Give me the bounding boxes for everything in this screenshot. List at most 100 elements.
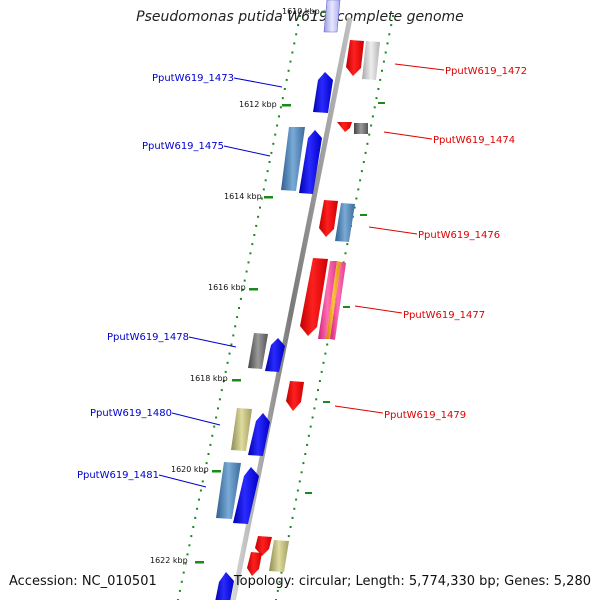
track-guide-dot bbox=[302, 462, 305, 465]
track-guide-dot bbox=[296, 489, 299, 492]
gene-feature[interactable] bbox=[318, 261, 337, 339]
track-guide-dot bbox=[293, 507, 296, 510]
track-guide-dot bbox=[201, 480, 204, 483]
track-guide-dot bbox=[192, 526, 195, 528]
track-guide-dot bbox=[287, 69, 290, 72]
label-leader bbox=[383, 131, 433, 140]
label-leader bbox=[223, 145, 271, 157]
track-guide-dot bbox=[213, 425, 216, 428]
track-guide-dot bbox=[238, 307, 240, 309]
coordinate-label: 1622 kbp bbox=[150, 556, 188, 565]
gene-feature[interactable] bbox=[255, 536, 272, 556]
gene-feature[interactable] bbox=[248, 413, 270, 456]
track-guide-dot bbox=[324, 352, 327, 355]
coordinate-tick bbox=[264, 196, 273, 199]
genome-backbone bbox=[230, 17, 353, 600]
track-guide-dot bbox=[188, 544, 191, 547]
track-guide-dot bbox=[180, 580, 183, 583]
gene-label-1478[interactable]: PputW619_1478 bbox=[107, 332, 189, 343]
gene-feature[interactable] bbox=[354, 123, 368, 134]
track-guide-dot bbox=[320, 370, 323, 373]
track-tick bbox=[378, 102, 385, 104]
track-guide-dot bbox=[259, 206, 261, 209]
track-guide-dot bbox=[289, 526, 292, 528]
track-guide-dot bbox=[228, 352, 231, 355]
track-guide-dot bbox=[360, 170, 363, 173]
gene-label-1472[interactable]: PputW619_1472 bbox=[445, 66, 527, 77]
track-tick bbox=[305, 492, 312, 494]
gene-feature-1479[interactable] bbox=[286, 381, 304, 411]
track-guide-dot bbox=[262, 188, 265, 191]
gene-feature-1480[interactable] bbox=[231, 408, 252, 451]
gene-label-1476[interactable]: PputW619_1476 bbox=[418, 230, 500, 241]
track-guide-dot bbox=[315, 398, 318, 401]
coordinate-label: 1610 kbp bbox=[282, 7, 320, 16]
track-guide-dot bbox=[239, 297, 242, 300]
gene-feature[interactable] bbox=[299, 130, 322, 194]
label-leader bbox=[158, 474, 207, 488]
coordinate-tick bbox=[282, 104, 291, 107]
track-guide-dot bbox=[264, 179, 267, 182]
track-guide-dot bbox=[382, 60, 385, 63]
track-guide-dot bbox=[209, 443, 212, 446]
gene-feature[interactable] bbox=[215, 572, 234, 600]
track-guide-dot bbox=[300, 471, 303, 474]
coordinate-label: 1616 kbp bbox=[208, 283, 246, 292]
gene-feature[interactable] bbox=[330, 262, 346, 340]
track-guide-dot bbox=[224, 370, 227, 373]
track-guide-dot bbox=[186, 553, 189, 556]
gene-feature-1472[interactable] bbox=[346, 40, 364, 76]
track-guide-dot bbox=[190, 535, 193, 538]
track-guide-dot bbox=[355, 197, 358, 200]
gene-label-1475[interactable]: PputW619_1475 bbox=[142, 141, 224, 152]
track-guide-dot bbox=[297, 24, 300, 27]
track-guide-dot bbox=[272, 142, 275, 145]
track-guide-dot bbox=[379, 78, 382, 81]
track-guide-dot bbox=[368, 133, 371, 136]
track-tick bbox=[360, 214, 367, 216]
gene-feature-1476[interactable] bbox=[319, 200, 338, 237]
coordinate-label: 1614 kbp bbox=[224, 192, 262, 201]
gene-feature[interactable] bbox=[335, 203, 355, 242]
gene-feature-1475[interactable] bbox=[281, 127, 305, 191]
gene-feature[interactable] bbox=[269, 540, 289, 572]
track-guide-dot bbox=[268, 161, 271, 163]
track-guide-dot bbox=[211, 434, 214, 437]
track-guide-dot bbox=[184, 562, 187, 565]
coordinate-label: 1612 kbp bbox=[239, 100, 277, 109]
gene-label-1473[interactable]: PputW619_1473 bbox=[152, 73, 234, 84]
gene-label-1481[interactable]: PputW619_1481 bbox=[77, 470, 159, 481]
gene-label-1474[interactable]: PputW619_1474 bbox=[433, 135, 515, 146]
coordinate-tick bbox=[232, 379, 241, 382]
track-guide-dot bbox=[281, 97, 284, 100]
gene-feature-1481[interactable] bbox=[216, 462, 241, 519]
track-guide-dot bbox=[182, 571, 185, 574]
track-guide-dot bbox=[278, 115, 280, 118]
gene-feature[interactable] bbox=[247, 552, 262, 576]
track-guide-dot bbox=[359, 179, 362, 182]
gene-label-1479[interactable]: PputW619_1479 bbox=[384, 410, 466, 421]
track-guide-dot bbox=[278, 580, 281, 583]
gene-feature[interactable] bbox=[326, 261, 341, 339]
track-guide-dot bbox=[326, 343, 329, 346]
gene-feature-1477[interactable] bbox=[300, 258, 328, 336]
track-guide-dot bbox=[353, 206, 356, 209]
track-guide-dot bbox=[251, 243, 254, 246]
track-guide-dot bbox=[371, 115, 374, 118]
gene-feature-1473[interactable] bbox=[313, 72, 333, 113]
gene-feature[interactable] bbox=[265, 338, 285, 372]
label-leader bbox=[188, 336, 237, 348]
track-guide-dot bbox=[205, 462, 208, 465]
gene-label-1477[interactable]: PputW619_1477 bbox=[403, 310, 485, 321]
gene-feature[interactable] bbox=[323, 0, 341, 33]
gene-feature[interactable] bbox=[233, 467, 259, 524]
track-guide-dot bbox=[226, 361, 229, 364]
gene-feature-1478[interactable] bbox=[248, 333, 268, 369]
track-guide-dot bbox=[276, 124, 279, 127]
track-guide-dot bbox=[384, 51, 387, 54]
track-guide-dot bbox=[304, 453, 307, 455]
gene-feature[interactable] bbox=[362, 41, 380, 80]
track-tick bbox=[323, 401, 330, 403]
gene-label-1480[interactable]: PputW619_1480 bbox=[90, 408, 172, 419]
gene-feature-1474[interactable] bbox=[337, 122, 352, 132]
